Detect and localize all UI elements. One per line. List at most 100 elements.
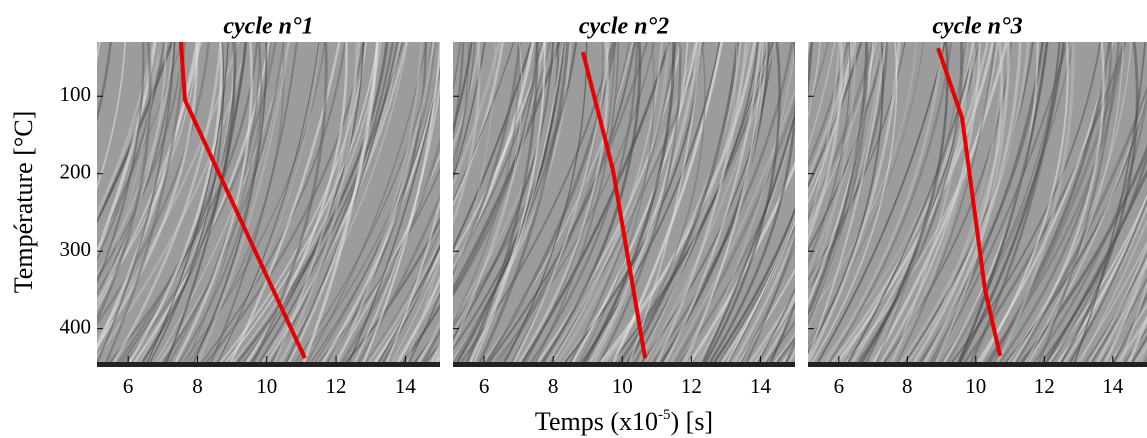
x-tick-label: 12 [681,374,702,398]
texture-stripe [808,42,857,295]
x-tick-label: 6 [834,374,845,398]
texture-stripe [453,42,561,293]
texture-stripe [621,42,706,363]
texture-stripe [97,42,175,276]
y-axis-label: Température [°C] [9,111,38,294]
texture-stripe [382,243,440,363]
texture-stripe [453,42,465,142]
texture-stripe [947,42,1074,363]
texture-stripe [845,42,999,363]
x-tick-label: 10 [965,374,986,398]
texture-stripe [652,42,794,363]
texture-stripe [935,42,1010,363]
texture-stripe [656,42,748,363]
texture-stripe [592,42,702,363]
texture-stripe [197,42,291,363]
texture-stripe [713,206,795,363]
texture-stripe [518,42,609,363]
texture-stripe [1007,42,1132,363]
texture-stripe [128,42,223,363]
texture-stripe [831,42,975,363]
texture-stripe [572,42,698,363]
texture-stripe [808,42,822,120]
texture-stripe [174,42,253,363]
texture-stripe [999,42,1113,363]
texture-stripe [229,42,341,363]
texture-stripe [386,198,440,363]
x-tick-label: 12 [1034,374,1055,398]
texture-stripe [1012,42,1105,363]
y-tick-label: 100 [60,82,92,106]
texture-stripe [280,42,358,363]
texture-stripe [808,42,841,234]
texture-stripe [1096,256,1147,363]
texture-stripe [861,42,949,363]
texture-stripe [808,42,901,363]
texture-stripe [847,42,977,363]
texture-stripe [453,42,469,175]
red-line [936,47,1003,357]
texture-stripe [604,42,742,363]
bottom-band [453,362,795,367]
texture-stripe [97,42,200,352]
texture-stripe [1084,252,1147,363]
texture-stripe [996,42,1075,363]
texture-stripe [149,42,225,363]
texture-stripe [808,42,836,151]
texture-stripe [709,42,795,363]
red-line [178,41,307,359]
texture-stripe [808,42,875,306]
texture-stripe [362,42,440,363]
texture-stripe [704,42,781,363]
texture-stripe [162,42,285,363]
texture-stripe [504,42,588,363]
y-tick-label: 300 [60,237,92,261]
texture-stripe [1063,202,1147,363]
texture-stripe [465,42,539,363]
texture-stripe [97,42,176,363]
texture-stripe [718,222,795,363]
texture-stripe [738,268,795,363]
texture-stripe [178,42,263,363]
texture-stripe [808,42,853,204]
texture-stripe [808,42,863,189]
texture-stripe [808,42,884,355]
texture-stripe [1079,219,1147,363]
texture-stripe [252,42,328,363]
x-tick-label: 12 [326,374,347,398]
chart-title: cycle n°1 [223,14,313,40]
texture-stripe [453,42,476,165]
texture-stripe [192,42,268,363]
texture-stripe [97,42,157,257]
x-tick-label: 10 [612,374,633,398]
texture-stripe [685,42,764,363]
texture-stripe [453,42,578,363]
texture-stripe [812,42,898,363]
texture-stripe [368,239,440,363]
texture-stripe [453,42,515,203]
texture-stripe [808,42,886,252]
texture-stripe [1073,42,1147,363]
texture-stripe [1069,197,1147,363]
texture-stripe [923,42,1022,363]
texture-stripe [453,42,486,181]
x-axis-label-part: -5 [658,407,671,423]
x-axis-label-part: Temps (x10 [535,407,658,436]
texture-stripe [808,42,844,243]
texture-stripe [1088,243,1147,363]
texture-stripe [817,42,946,363]
texture-stripe [408,291,440,363]
texture-stripe [279,42,409,363]
texture-stripe [453,42,551,296]
texture-stripe [357,194,440,363]
texture-stripe [478,42,570,363]
x-axis-label-part: ) [s] [671,407,714,436]
texture-stripe [808,42,884,331]
texture-stripe [695,43,795,363]
texture-stripe [453,42,481,150]
texture-stripe [97,42,152,324]
texture-stripe [405,254,440,363]
x-tick-label: 14 [750,374,772,398]
texture [97,42,440,363]
